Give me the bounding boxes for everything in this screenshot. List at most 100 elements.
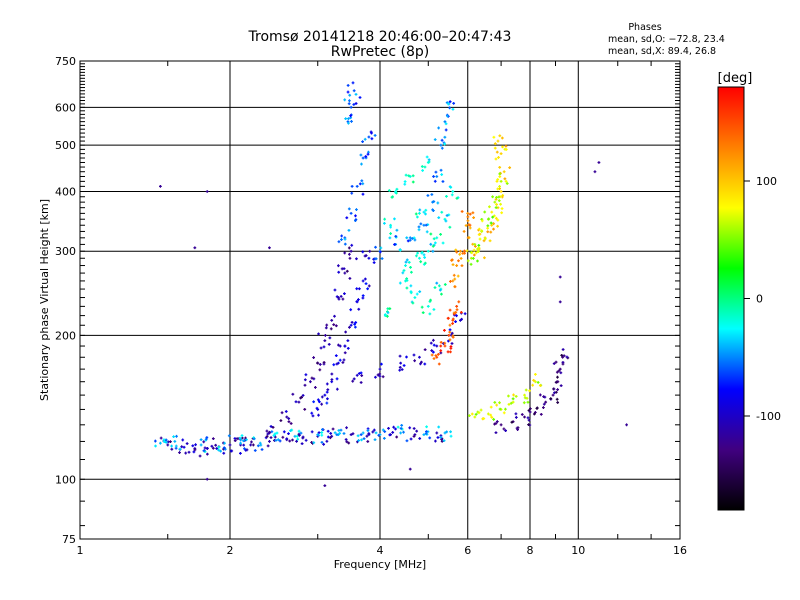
data-point xyxy=(499,190,503,193)
data-point xyxy=(354,102,358,105)
data-point xyxy=(355,184,359,188)
data-point xyxy=(477,244,481,247)
data-point xyxy=(240,434,244,437)
data-point xyxy=(473,415,477,419)
data-point xyxy=(424,212,427,216)
data-point xyxy=(425,425,428,429)
data-point xyxy=(558,367,562,371)
data-point xyxy=(451,107,455,111)
data-point xyxy=(320,433,324,437)
data-point xyxy=(450,258,453,262)
data-point xyxy=(472,248,476,252)
data-point xyxy=(173,440,177,443)
data-point xyxy=(410,237,414,240)
data-point xyxy=(383,430,387,433)
data-point xyxy=(347,228,351,232)
data-point xyxy=(448,330,452,334)
data-point xyxy=(294,400,298,404)
data-point xyxy=(539,412,543,416)
data-point xyxy=(432,175,435,178)
chart-title: Tromsø 20141218 20:46:00–20:47:43 xyxy=(248,29,512,45)
data-point xyxy=(347,121,350,125)
data-point xyxy=(359,381,363,384)
data-point xyxy=(408,467,412,471)
data-point xyxy=(333,314,336,318)
data-point xyxy=(282,430,286,434)
data-point xyxy=(426,249,430,253)
data-point xyxy=(423,348,427,352)
data-point xyxy=(180,445,184,449)
data-point xyxy=(398,354,402,358)
data-point xyxy=(533,411,537,414)
data-point xyxy=(505,182,509,185)
data-point xyxy=(372,261,376,264)
data-point xyxy=(340,267,344,271)
data-point xyxy=(560,353,564,357)
data-point xyxy=(295,434,299,438)
data-point xyxy=(341,361,345,364)
data-point xyxy=(420,165,424,168)
data-point xyxy=(474,412,478,416)
data-point xyxy=(296,437,300,441)
data-point xyxy=(486,230,490,234)
data-point xyxy=(311,414,315,418)
data-point xyxy=(425,230,429,234)
data-point xyxy=(493,146,497,150)
data-point xyxy=(287,432,290,436)
data-point xyxy=(459,257,463,260)
data-point xyxy=(445,430,449,434)
data-point xyxy=(317,431,321,435)
data-point xyxy=(439,344,443,348)
data-point xyxy=(558,275,562,279)
data-point xyxy=(399,427,403,430)
data-point xyxy=(341,297,345,301)
data-point xyxy=(431,249,435,253)
data-point xyxy=(394,191,398,195)
data-point xyxy=(423,256,427,259)
data-point xyxy=(450,193,454,197)
x-tick-label: 1 xyxy=(77,544,84,557)
data-point xyxy=(222,451,226,455)
data-point xyxy=(211,437,215,441)
data-point xyxy=(378,250,382,254)
data-point xyxy=(343,292,346,295)
data-point xyxy=(507,402,511,406)
data-point xyxy=(472,216,475,220)
data-point xyxy=(496,218,500,222)
x-tick-label: 2 xyxy=(227,544,234,557)
data-point xyxy=(522,401,526,405)
data-point xyxy=(443,120,447,124)
data-point xyxy=(432,343,436,347)
data-point xyxy=(297,429,301,433)
data-point xyxy=(468,226,472,230)
data-point xyxy=(526,400,530,404)
data-point xyxy=(366,152,370,156)
data-point xyxy=(450,342,454,345)
data-point xyxy=(554,380,558,384)
data-point xyxy=(440,210,444,214)
data-point xyxy=(358,182,362,186)
data-point xyxy=(355,257,358,261)
data-point xyxy=(387,189,391,192)
data-point xyxy=(420,360,423,364)
data-point xyxy=(432,357,436,360)
data-point xyxy=(348,256,352,260)
data-point xyxy=(502,427,506,431)
data-point xyxy=(325,382,329,386)
data-point xyxy=(437,216,441,220)
data-point xyxy=(353,322,356,326)
data-point xyxy=(504,144,508,148)
data-point xyxy=(477,233,481,236)
data-point xyxy=(287,417,291,420)
data-point xyxy=(448,225,452,229)
data-point xyxy=(531,383,535,387)
data-point xyxy=(451,190,455,193)
data-point xyxy=(439,232,442,236)
data-point xyxy=(446,102,450,106)
data-point xyxy=(343,351,347,355)
data-point xyxy=(491,215,494,219)
data-point xyxy=(448,323,452,327)
data-point xyxy=(443,142,447,146)
data-point xyxy=(405,258,409,262)
data-point xyxy=(316,361,319,365)
